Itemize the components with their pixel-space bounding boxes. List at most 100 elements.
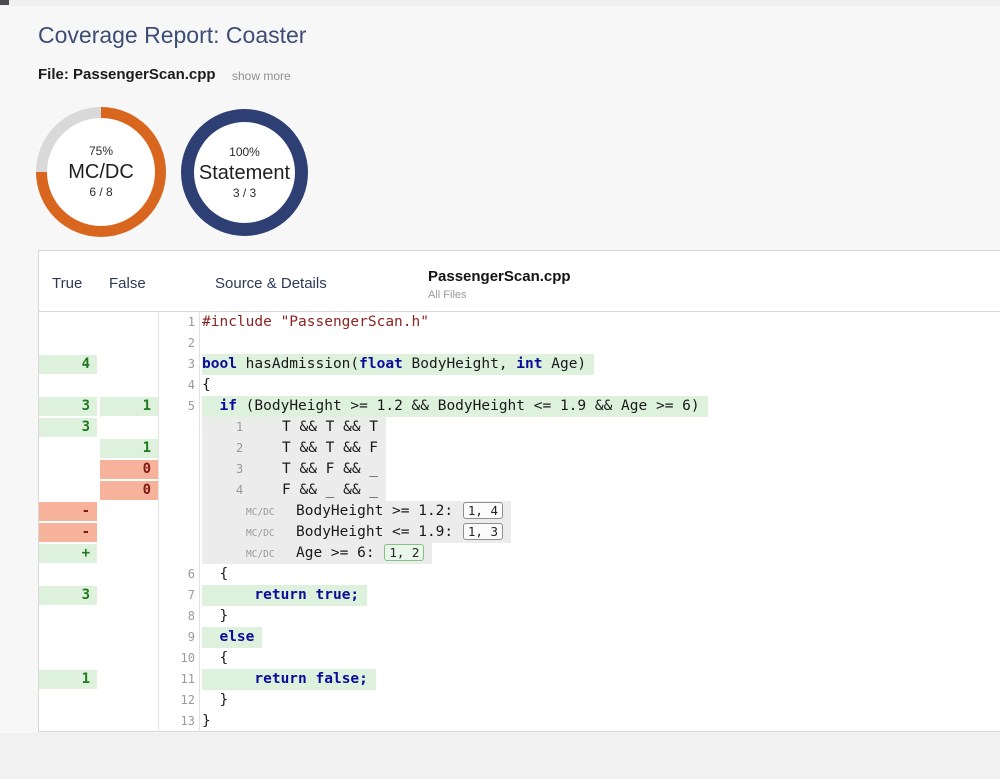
code-line-highlight: 4 F && _ && _ — [202, 480, 387, 501]
source-code-cell: return false; — [200, 669, 1000, 690]
true-count-cell — [39, 712, 97, 731]
coverage-table-header: True False Source & Details PassengerSca… — [39, 251, 1000, 312]
source-code-cell: 4 F && _ && _ — [200, 480, 1000, 501]
code-line-highlight: return false; — [202, 669, 376, 690]
detail-index: 3 — [236, 462, 244, 476]
source-code-cell: } — [200, 606, 1000, 627]
code-line-highlight: else — [202, 627, 263, 648]
code-segment: (BodyHeight >= 1.2 && BodyHeight <= 1.9 … — [236, 398, 700, 414]
code-segment — [202, 671, 254, 687]
code-segment: int — [516, 356, 543, 372]
detail-row: 1 2 T && T && F — [39, 438, 1000, 459]
page-title: Coverage Report: Coaster — [38, 22, 307, 48]
mcdc-fraction: 6 / 8 — [89, 185, 113, 199]
detail-row: 0 3 T && F && _ — [39, 459, 1000, 480]
true-count-cell — [39, 334, 97, 353]
code-segment: float — [359, 356, 403, 372]
code-row: 4{ — [39, 375, 1000, 396]
false-count-cell — [100, 418, 158, 437]
source-code-cell: { — [200, 564, 1000, 585]
true-count-cell — [39, 460, 97, 479]
file-label: File: PassengerScan.cpp — [38, 66, 216, 83]
code-row: 10 { — [39, 648, 1000, 669]
file-tab[interactable]: PassengerScan.cpp — [428, 268, 571, 285]
coverage-table-body: 1 #include "PassengerScan.h" 2 4 3 bool hasAd… — [39, 312, 1000, 732]
false-count-cell — [100, 313, 158, 332]
true-count-cell: 3 — [39, 586, 97, 605]
code-row: 13} — [39, 711, 1000, 732]
line-number: 5 — [158, 396, 200, 417]
mcdc-label: MC/DC — [68, 161, 134, 183]
code-line-highlight: return true; — [202, 585, 368, 606]
source-code-cell: 1 T && T && T — [200, 417, 1000, 438]
code-line-highlight: if (BodyHeight >= 1.2 && BodyHeight <= 1… — [202, 396, 708, 417]
code-line-highlight: 1 T && T && T — [202, 417, 387, 438]
false-count-cell — [100, 502, 158, 521]
code-line-highlight: } — [202, 711, 219, 732]
mcdc-label: MC/DC — [246, 528, 275, 539]
false-count-cell — [100, 334, 158, 353]
code-segment: { — [202, 377, 211, 393]
false-count-cell: 1 — [100, 397, 158, 416]
source-code-cell: bool hasAdmission(float BodyHeight, int … — [200, 354, 1000, 375]
source-code-cell: return true; — [200, 585, 1000, 606]
true-count-cell — [39, 565, 97, 584]
line-number — [158, 438, 200, 459]
code-line-highlight: 2 T && T && F — [202, 438, 387, 459]
line-number: 8 — [158, 606, 200, 627]
code-line-highlight: } — [202, 606, 236, 627]
line-number — [158, 501, 200, 522]
line-number — [158, 417, 200, 438]
code-line-highlight: MC/DC Age >= 6: 1, 2 — [202, 543, 433, 564]
source-code-cell: #include "PassengerScan.h" — [200, 312, 1000, 333]
line-number — [158, 543, 200, 564]
source-code-cell: } — [200, 711, 1000, 732]
show-more-link[interactable]: show more — [232, 69, 291, 83]
false-count-cell — [100, 523, 158, 542]
false-count-cell — [100, 691, 158, 710]
code-segment: if — [219, 398, 237, 414]
code-line-highlight: } — [202, 690, 236, 711]
code-line-highlight: 3 T && F && _ — [202, 459, 387, 480]
code-row: 3 7 return true; — [39, 585, 1000, 606]
false-count-cell — [100, 565, 158, 584]
true-count-cell — [39, 313, 97, 332]
code-row: 2 — [39, 333, 1000, 354]
code-segment: return true; — [254, 587, 360, 603]
statement-percent: 100% — [229, 144, 260, 159]
detail-index: 2 — [236, 441, 244, 455]
code-segment — [202, 398, 219, 414]
true-count-cell — [39, 628, 97, 647]
code-segment: BodyHeight, — [402, 356, 517, 372]
statement-label: Statement — [198, 161, 291, 184]
detail-row: 3 1 T && T && T — [39, 417, 1000, 438]
all-files-link[interactable]: All Files — [428, 289, 467, 301]
source-code-cell: 2 T && T && F — [200, 438, 1000, 459]
code-line-highlight: #include "PassengerScan.h" — [202, 312, 437, 333]
pair-badge: 1, 3 — [462, 523, 503, 540]
line-number: 11 — [158, 669, 200, 690]
source-code-cell: { — [200, 375, 1000, 396]
line-number: 2 — [158, 333, 200, 354]
code-segment: F && _ && _ — [282, 482, 379, 498]
source-code-cell: MC/DC Age >= 6: 1, 2 — [200, 543, 1000, 564]
true-count-cell: 3 — [39, 418, 97, 437]
detail-index: 1 — [236, 420, 244, 434]
false-count-cell — [100, 376, 158, 395]
line-number — [158, 459, 200, 480]
code-row: 1 11 return false; — [39, 669, 1000, 690]
line-number: 10 — [158, 648, 200, 669]
true-count-cell — [39, 691, 97, 710]
code-segment: { — [202, 566, 229, 582]
code-segment: else — [219, 629, 255, 645]
code-segment: } — [202, 713, 211, 729]
detail-row: 0 4 F && _ && _ — [39, 480, 1000, 501]
code-line-highlight: { — [202, 648, 236, 669]
code-segment: Age >= 6: — [296, 545, 384, 561]
false-count-cell — [100, 586, 158, 605]
false-count-cell — [100, 628, 158, 647]
pair-badge: 1, 2 — [384, 544, 425, 561]
code-segment: } — [202, 692, 229, 708]
bottom-strip — [0, 733, 1000, 779]
